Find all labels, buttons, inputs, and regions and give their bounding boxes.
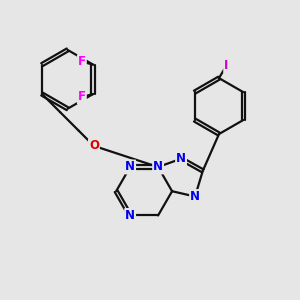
Text: I: I <box>224 59 229 72</box>
Text: O: O <box>89 140 99 152</box>
Text: N: N <box>190 190 200 203</box>
Text: F: F <box>78 91 86 103</box>
Text: N: N <box>125 209 135 222</box>
Text: N: N <box>153 160 163 173</box>
Text: N: N <box>176 152 186 165</box>
Text: F: F <box>78 55 86 68</box>
Text: N: N <box>125 160 135 173</box>
